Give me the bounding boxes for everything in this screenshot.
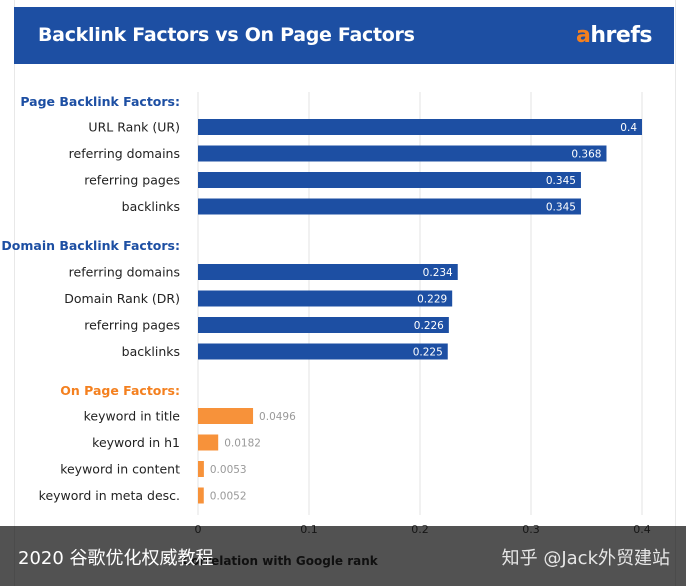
bar [198, 119, 642, 135]
category-label: keyword in meta desc. [39, 488, 180, 503]
watermark-banner: 2020 谷歌优化权威教程 知乎 @Jack外贸建站 [0, 526, 686, 586]
data-label: 0.0052 [210, 491, 247, 503]
data-label: 0.345 [546, 175, 576, 187]
ahrefs-logo: ahrefs [576, 7, 652, 64]
bar [198, 290, 453, 307]
banner-caption: 2020 谷歌优化权威教程 [18, 548, 214, 569]
category-label: backlinks [122, 344, 180, 359]
bar [198, 408, 254, 424]
chart-header: Backlink Factors vs On Page Factors ahre… [14, 7, 674, 64]
category-label: URL Rank (UR) [88, 120, 180, 135]
data-label: 0.226 [414, 320, 444, 332]
logo-accent: a [576, 23, 591, 48]
data-label: 0.368 [571, 149, 601, 161]
group-heading: Domain Backlink Factors: [1, 238, 180, 253]
bar [198, 317, 449, 333]
bar [198, 343, 448, 360]
bar [198, 434, 219, 451]
banner-credit: 知乎 @Jack外贸建站 [501, 548, 670, 569]
category-label: referring domains [69, 146, 180, 161]
data-label: 0.0496 [259, 411, 296, 423]
data-label: 0.225 [413, 347, 443, 359]
bar [198, 145, 607, 162]
bar [198, 487, 204, 504]
chart-title: Backlink Factors vs On Page Factors [38, 24, 415, 46]
category-label: referring pages [84, 173, 180, 188]
category-label: Domain Rank (DR) [64, 291, 180, 306]
data-label: 0.345 [546, 202, 576, 214]
bar [198, 198, 581, 215]
category-label: referring domains [69, 265, 180, 280]
bar [198, 172, 581, 188]
bar [198, 461, 204, 477]
category-label: keyword in content [60, 462, 180, 477]
category-label: keyword in h1 [92, 435, 180, 450]
category-label: keyword in title [84, 409, 181, 424]
category-label: backlinks [122, 199, 180, 214]
group-heading: On Page Factors: [60, 383, 180, 398]
data-label: 0.234 [423, 267, 453, 279]
data-label: 0.229 [417, 294, 447, 306]
group-heading: Page Backlink Factors: [20, 94, 180, 109]
category-label: referring pages [84, 318, 180, 333]
data-label: 0.0182 [224, 438, 261, 450]
logo-text: hrefs [590, 23, 652, 48]
data-label: 0.0053 [210, 464, 247, 476]
data-label: 0.4 [620, 122, 637, 134]
bar [198, 264, 458, 280]
